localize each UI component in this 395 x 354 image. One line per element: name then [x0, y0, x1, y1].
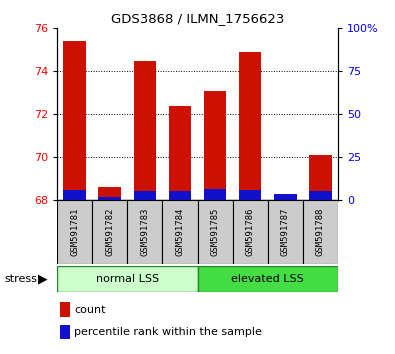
Text: GSM591788: GSM591788 [316, 208, 325, 256]
Bar [64, 190, 86, 200]
Text: GDS3868 / ILMN_1756623: GDS3868 / ILMN_1756623 [111, 12, 284, 25]
Bar [309, 190, 331, 200]
Text: percentile rank within the sample: percentile rank within the sample [74, 327, 262, 337]
Bar [98, 196, 121, 200]
Text: ▶: ▶ [38, 272, 47, 285]
Text: stress: stress [4, 274, 37, 284]
Text: GSM591783: GSM591783 [140, 208, 149, 256]
Bar [162, 200, 198, 264]
Bar [204, 91, 226, 200]
Bar [309, 155, 331, 200]
Bar [169, 105, 191, 200]
Bar [57, 200, 92, 264]
Bar [64, 41, 86, 200]
Text: elevated LSS: elevated LSS [231, 274, 304, 284]
Bar [60, 302, 70, 317]
Bar [98, 187, 121, 200]
Bar [92, 200, 127, 264]
Bar [198, 200, 233, 264]
Bar [233, 200, 267, 264]
Bar [204, 189, 226, 200]
Bar [303, 200, 338, 264]
Text: GSM591785: GSM591785 [211, 208, 220, 256]
Bar [134, 61, 156, 200]
Bar [134, 190, 156, 200]
Bar [239, 52, 261, 200]
Bar [267, 200, 303, 264]
Bar [60, 325, 70, 339]
Text: GSM591781: GSM591781 [70, 208, 79, 256]
Bar [274, 194, 297, 200]
Text: GSM591787: GSM591787 [280, 208, 290, 256]
Text: count: count [74, 305, 105, 315]
Text: GSM591782: GSM591782 [105, 208, 115, 256]
Bar [57, 266, 198, 292]
Bar [127, 200, 162, 264]
Bar [169, 190, 191, 200]
Text: GSM591786: GSM591786 [246, 208, 255, 256]
Bar [239, 190, 261, 200]
Text: GSM591784: GSM591784 [175, 208, 184, 256]
Text: normal LSS: normal LSS [96, 274, 159, 284]
Bar [198, 266, 338, 292]
